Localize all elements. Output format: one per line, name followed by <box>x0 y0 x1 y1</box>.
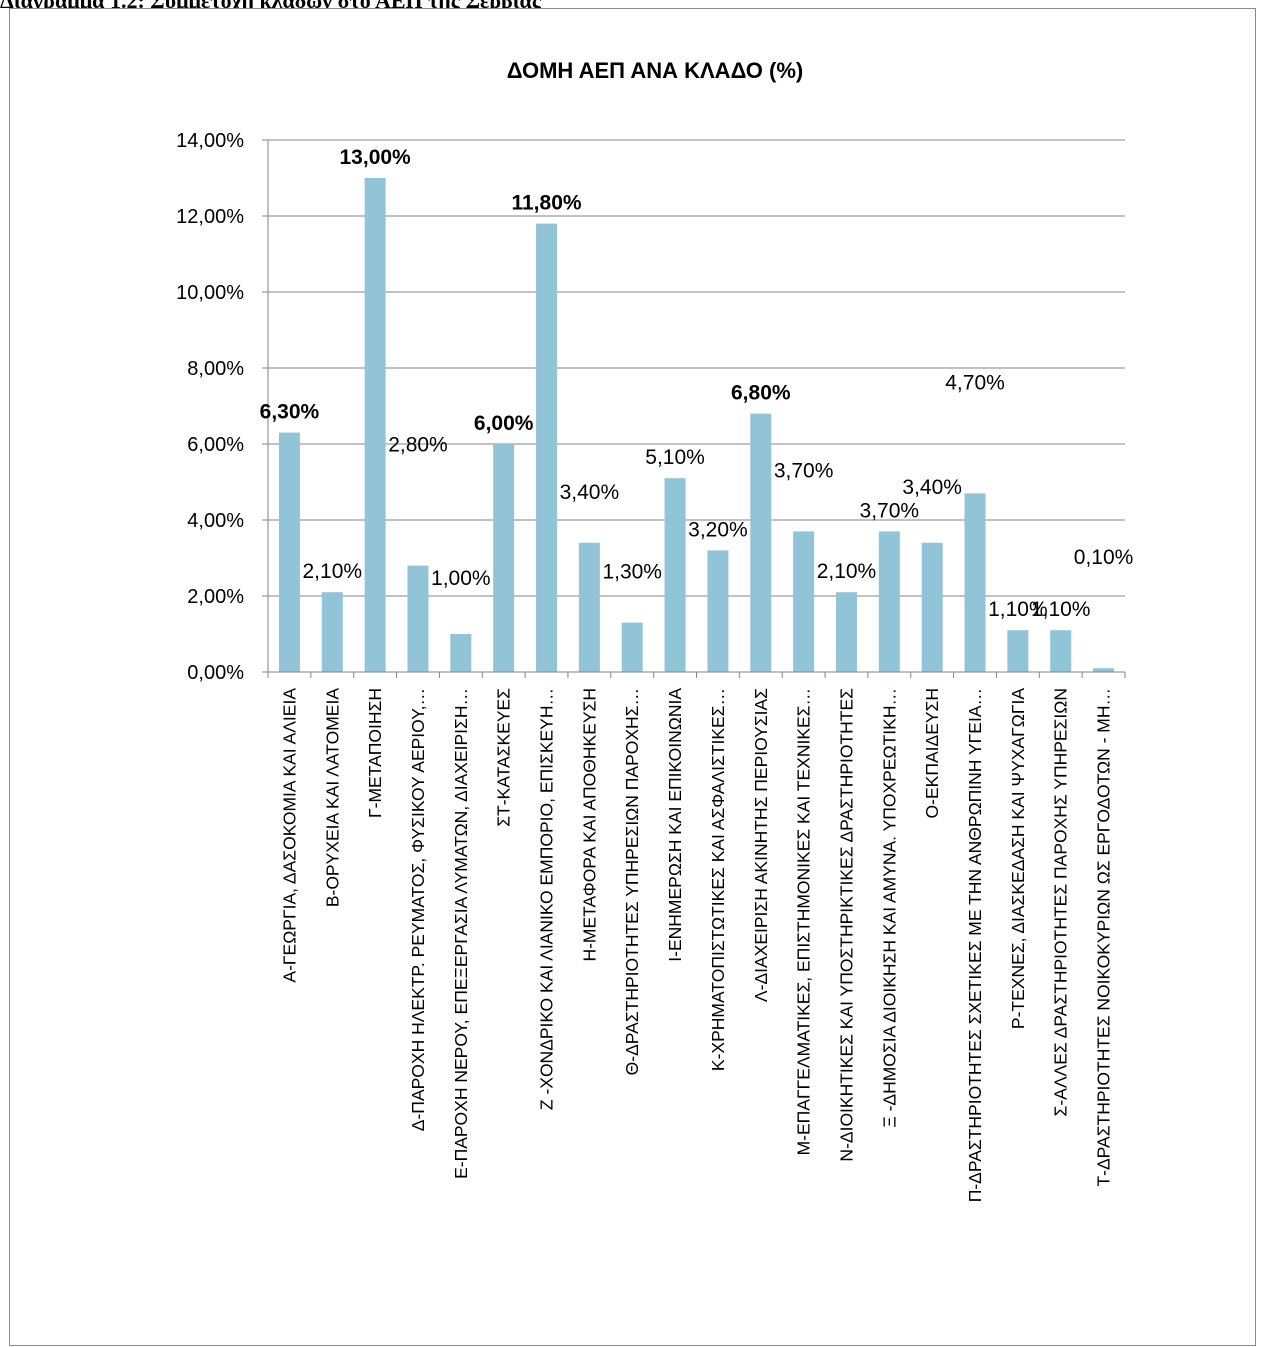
data-label-16: 4,70% <box>945 371 1005 394</box>
bar-18 <box>1050 630 1072 672</box>
bar-5 <box>493 444 515 672</box>
category-label-19: Τ-ΔΡΑΣΤΗΡΙΟΤΗΤΕΣ ΝΟΙΚΟΚΥΡΙΩΝ ΩΣ ΕΡΓΟΔΟΤΩ… <box>1094 688 1114 1187</box>
data-label-8: 1,30% <box>602 561 662 584</box>
y-tick-label-2: 4,00% <box>187 510 244 532</box>
category-label-15: Ο-ΕΚΠΑΙΔΕΥΣΗ <box>922 688 942 818</box>
y-axis-ticks: 0,00% 2,00% 4,00% 6,00% 8,00% 10,00% 12,00% 14,… <box>176 130 244 684</box>
data-label-11: 6,80% <box>731 382 791 405</box>
y-tick-label-5: 10,00% <box>176 282 244 304</box>
category-label-18: Σ-ΑΛΛΕΣ ΔΡΑΣΤΗΡΙΟΤΗΤΕΣ ΠΑΡΟΧΗΣ ΥΠΗΡΕΣΙΩΝ <box>1051 688 1071 1116</box>
bar-6 <box>536 223 558 672</box>
category-label-14: Ξ -ΔΗΜΟΣΙΑ ΔΙΟΙΚΗΣΗ ΚΑΙ ΑΜΥΝΑ. ΥΠΟΧΡΕΩΤΙ… <box>879 688 899 1128</box>
data-label-7: 3,40% <box>560 481 620 504</box>
data-label-1: 2,10% <box>303 560 363 583</box>
data-labels: 6,30% 2,10% 13,00% 2,80% 1,00% 6,00% 11,80% 3,4… <box>260 146 1134 621</box>
data-label-6: 11,80% <box>511 192 581 215</box>
category-label-12: Μ-ΕΠΑΓΓΕΛΜΑΤΙΚΕΣ, ΕΠΙΣΤΗΜΟΝΙΚΕΣ ΚΑΙ ΤΕΧΝ… <box>794 688 814 1155</box>
y-tick-label-7: 14,00% <box>176 130 244 152</box>
category-label-11: Λ-ΔΙΑΧΕΙΡΙΣΗ ΑΚΙΝΗΤΗΣ ΠΕΡΙΟΥΣΙΑΣ <box>751 688 771 1002</box>
data-label-0: 6,30% <box>260 401 320 424</box>
bars <box>278 178 1115 672</box>
category-label-1: Β-ΟΡΥΧΕΙΑ ΚΑΙ ΛΑΤΟΜΕΙΑ <box>322 688 342 907</box>
category-label-5: ΣΤ-ΚΑΤΑΣΚΕΥΕΣ <box>494 688 514 827</box>
category-label-2: Γ-ΜΕΤΑΠΟΙΗΣΗ <box>365 688 385 818</box>
bar-13 <box>835 592 857 672</box>
data-label-12: 3,70% <box>774 459 834 482</box>
chart-frame <box>9 8 1256 1346</box>
data-label-3: 2,80% <box>388 434 448 457</box>
chart-title: ΔΟΜΗ ΑΕΠ ΑΝΑ ΚΛΑΔΟ (%) <box>507 58 803 83</box>
bar-14 <box>878 531 900 672</box>
data-label-9: 5,10% <box>645 446 705 469</box>
bar-7 <box>578 542 600 672</box>
bar-2 <box>364 178 386 672</box>
y-tick-label-1: 2,00% <box>187 586 244 608</box>
category-label-13: Ν-ΔΙΟΙΚΗΤΙΚΕΣ ΚΑΙ ΥΠΟΣΤΗΡΙΚΤΙΚΕΣ ΔΡΑΣΤΗΡ… <box>836 688 856 1162</box>
category-label-16: Π-ΔΡΑΣΤΗΡΙΟΤΗΤΕΣ ΣΧΕΤΙΚΕΣ ΜΕ ΤΗΝ ΑΝΘΡΩΠΙ… <box>965 688 985 1202</box>
data-label-5: 6,00% <box>474 412 534 435</box>
data-label-10: 3,20% <box>688 518 748 541</box>
axes <box>262 139 1126 678</box>
bar-1 <box>321 592 343 672</box>
data-label-15: 3,40% <box>902 476 962 499</box>
data-label-2: 13,00% <box>340 146 412 169</box>
data-label-4: 1,00% <box>431 567 491 590</box>
bar-19 <box>1093 668 1115 672</box>
bar-15 <box>921 542 943 672</box>
bar-12 <box>793 531 815 672</box>
bar-9 <box>664 478 686 672</box>
y-tick-label-0: 0,00% <box>187 662 244 684</box>
bar-16 <box>964 493 986 672</box>
bar-11 <box>750 413 772 672</box>
data-label-18: 1,10% <box>1031 598 1091 621</box>
y-tick-label-3: 6,00% <box>187 434 244 456</box>
data-label-19: 0,10% <box>1074 546 1134 569</box>
bar-8 <box>621 622 643 672</box>
figure-caption: Διάγραμμα 1.2: Συμμετοχή κλάδων στο ΑΕΠ … <box>0 0 1267 11</box>
category-label-17: Ρ-ΤΕΧΝΕΣ, ΔΙΑΣΚΕΔΑΣΗ ΚΑΙ ΨΥΧΑΓΩΓΙΑ <box>1008 688 1028 1029</box>
category-label-9: Ι-ΕΝΗΜΕΡΩΣΗ ΚΑΙ ΕΠΙΚΟΙΝΩΝΙΑ <box>665 688 685 962</box>
category-label-4: Ε-ΠΑΡΟΧΗ ΝΕΡΟΥ, ΕΠΕΞΕΡΓΑΣΙΑ ΛΥΜΑΤΩΝ, ΔΙΑ… <box>451 688 471 1179</box>
category-label-8: Θ-ΔΡΑΣΤΗΡΙΟΤΗΤΕΣ ΥΠΗΡΕΣΙΩΝ ΠΑΡΟΧΗΣ… <box>622 688 642 1075</box>
bar-17 <box>1007 630 1029 672</box>
data-label-14: 3,70% <box>860 499 920 522</box>
category-labels: Α-ΓΕΩΡΓΙΑ, ΔΑΣΟΚΟΜΙΑ ΚΑΙ ΑΛΙΕΙΑ Β-ΟΡΥΧΕΙΑ… <box>279 688 1113 1203</box>
category-label-6: Ζ -ΧΟΝΔΡΙΚΟ ΚΑΙ ΛΙΑΝΙΚΟ ΕΜΠΟΡΙΟ, ΕΠΙΣΚΕΥ… <box>537 688 557 1110</box>
category-label-3: Δ-ΠΑΡΟΧΗ ΗΛΕΚΤΡ. ΡΕΥΜΑΤΟΣ, ΦΥΣΙΚΟΥ ΑΕΡΙΟ… <box>408 688 428 1131</box>
bar-3 <box>407 565 429 672</box>
bar-10 <box>707 550 729 672</box>
category-label-7: Η-ΜΕΤΑΦΟΡΑ ΚΑΙ ΑΠΟΘΗΚΕΥΣΗ <box>579 688 599 962</box>
y-tick-label-4: 8,00% <box>187 358 244 380</box>
bar-4 <box>450 634 472 672</box>
category-label-0: Α-ΓΕΩΡΓΙΑ, ΔΑΣΟΚΟΜΙΑ ΚΑΙ ΑΛΙΕΙΑ <box>279 688 299 983</box>
category-label-10: Κ-ΧΡΗΜΑΤΟΠΙΣΤΩΤΙΚΕΣ ΚΑΙ ΑΣΦΑΛΙΣΤΙΚΕΣ… <box>708 688 728 1071</box>
y-tick-label-6: 12,00% <box>176 206 244 228</box>
bar-0 <box>278 432 300 672</box>
data-label-17: 1,10% <box>988 598 1048 621</box>
data-label-13: 2,10% <box>817 560 877 583</box>
